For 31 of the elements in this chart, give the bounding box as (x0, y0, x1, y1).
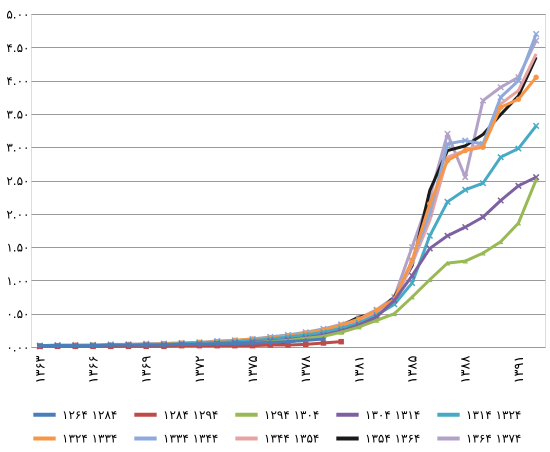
x-tick-label: ۱۳۷۲ (192, 355, 208, 384)
y-tick-label: ۳.۰۰ (6, 140, 30, 155)
x-tick-label: ۱۳۶۹ (140, 355, 155, 384)
x-tick-label: ۱۳۶۳ (33, 355, 48, 384)
legend-label: ۱۲۶۴ ۱۲۸۴ (62, 408, 118, 422)
y-tick-label: ۲.۵۰ (6, 174, 30, 188)
x-tick-label: ۱۳۷۸ (299, 355, 314, 384)
legend-label: ۱۳۵۴ ۱۳۶۴ (365, 432, 420, 446)
legend-label: ۱۳۲۴ ۱۳۳۴ (62, 432, 118, 446)
legend-label: ۱۳۰۴ ۱۳۱۴ (365, 408, 420, 422)
y-tick-label: ۵.۰۰ (6, 8, 30, 22)
x-tick-label: ۱۳۸۸ (458, 355, 474, 384)
y-tick-label: ۰.۵۰ (6, 307, 30, 322)
x-tick-label: ۱۳۷۵ (246, 355, 262, 384)
y-tick-label: ۰.۰۰ (6, 340, 30, 354)
x-tick-label: ۱۳۸۵ (406, 355, 421, 384)
y-tick-label: ۱.۰۰ (6, 274, 30, 288)
y-tick-label: ۳.۵۰ (6, 107, 30, 122)
y-tick-label: ۱.۵۰ (6, 240, 30, 255)
x-tick-label: ۱۳۶۶ (86, 356, 102, 384)
legend-label: ۱۳۳۴ ۱۳۴۴ (163, 432, 218, 446)
legend-label: ۱۲۹۴ ۱۳۰۴ (264, 408, 320, 422)
y-tick-label: ۲.۰۰ (6, 207, 30, 222)
legend-label: ۱۳۴۴ ۱۳۵۴ (264, 432, 320, 446)
legend-label: ۱۳۱۴ ۱۳۲۴ (466, 408, 522, 422)
y-tick-label: ۴.۰۰ (6, 74, 30, 88)
x-tick-label: ۱۳۸۱ (352, 356, 368, 384)
y-tick-label: ۴.۵۰ (6, 40, 30, 55)
x-tick-label: ۱۳۹۱ (512, 356, 527, 384)
legend-label: ۱۳۶۴ ۱۳۷۴ (466, 432, 522, 446)
legend-label: ۱۲۸۴ ۱۲۹۴ (163, 408, 218, 422)
